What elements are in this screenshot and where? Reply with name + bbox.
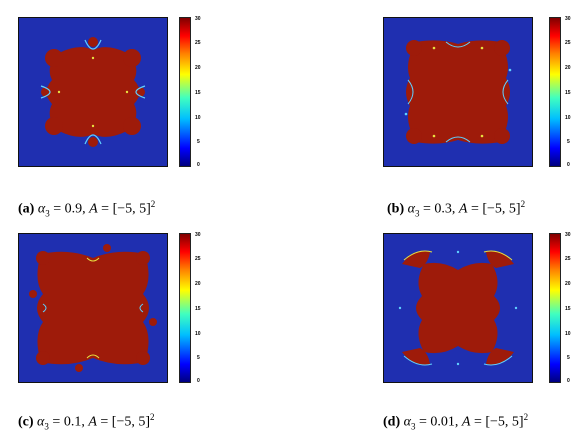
colorbar-tick: 5 bbox=[197, 355, 200, 361]
colorbar-tick: 5 bbox=[197, 139, 200, 145]
basin-plot-c bbox=[18, 233, 168, 383]
colorbar-tick: 0 bbox=[197, 162, 200, 168]
colorbar-tick: 0 bbox=[197, 378, 200, 384]
colorbar-tick: 20 bbox=[195, 281, 201, 287]
basin-plot-a bbox=[18, 17, 168, 167]
colorbar-tick: 30 bbox=[195, 232, 201, 238]
colorbar-tick: 30 bbox=[195, 16, 201, 22]
colorbar-a bbox=[179, 17, 191, 167]
colorbar-tick: 10 bbox=[195, 331, 201, 337]
colorbar-tick: 30 bbox=[565, 232, 571, 238]
colorbar-tick: 30 bbox=[565, 16, 571, 22]
caption-c: (c) α3 = 0.1, A = [−5, 5]2 bbox=[18, 412, 155, 432]
colorbar-tick: 15 bbox=[565, 306, 571, 312]
colorbar-tick: 25 bbox=[195, 256, 201, 262]
colorbar-tick: 0 bbox=[567, 378, 570, 384]
colorbar-tick: 20 bbox=[565, 65, 571, 71]
colorbar-tick: 15 bbox=[565, 90, 571, 96]
basin-plot-d bbox=[383, 233, 533, 383]
basin-image-a bbox=[40, 37, 146, 147]
colorbar-tick: 20 bbox=[565, 281, 571, 287]
colorbar-b bbox=[549, 17, 561, 167]
colorbar-tick: 25 bbox=[195, 40, 201, 46]
colorbar-tick: 25 bbox=[565, 40, 571, 46]
colorbar-tick: 15 bbox=[195, 306, 201, 312]
colorbar-tick: 10 bbox=[565, 331, 571, 337]
caption-b: (b) α3 = 0.3, A = [−5, 5]2 bbox=[387, 199, 526, 219]
colorbar-tick: 15 bbox=[195, 90, 201, 96]
colorbar-d bbox=[549, 233, 561, 383]
basin-image-d bbox=[398, 250, 518, 366]
caption-d: (d) α3 = 0.01, A = [−5, 5]2 bbox=[383, 412, 529, 432]
colorbar-tick: 10 bbox=[195, 115, 201, 121]
caption-a: (a) α3 = 0.9, A = [−5, 5]2 bbox=[18, 199, 156, 219]
basin-plot-b bbox=[383, 17, 533, 167]
colorbar-tick: 10 bbox=[565, 115, 571, 121]
colorbar-tick: 5 bbox=[567, 139, 570, 145]
basin-image-b bbox=[404, 40, 512, 144]
colorbar-tick: 5 bbox=[567, 355, 570, 361]
colorbar-tick: 25 bbox=[565, 256, 571, 262]
colorbar-c bbox=[179, 233, 191, 383]
basin-image-c bbox=[29, 244, 157, 372]
colorbar-tick: 0 bbox=[567, 162, 570, 168]
colorbar-tick: 20 bbox=[195, 65, 201, 71]
